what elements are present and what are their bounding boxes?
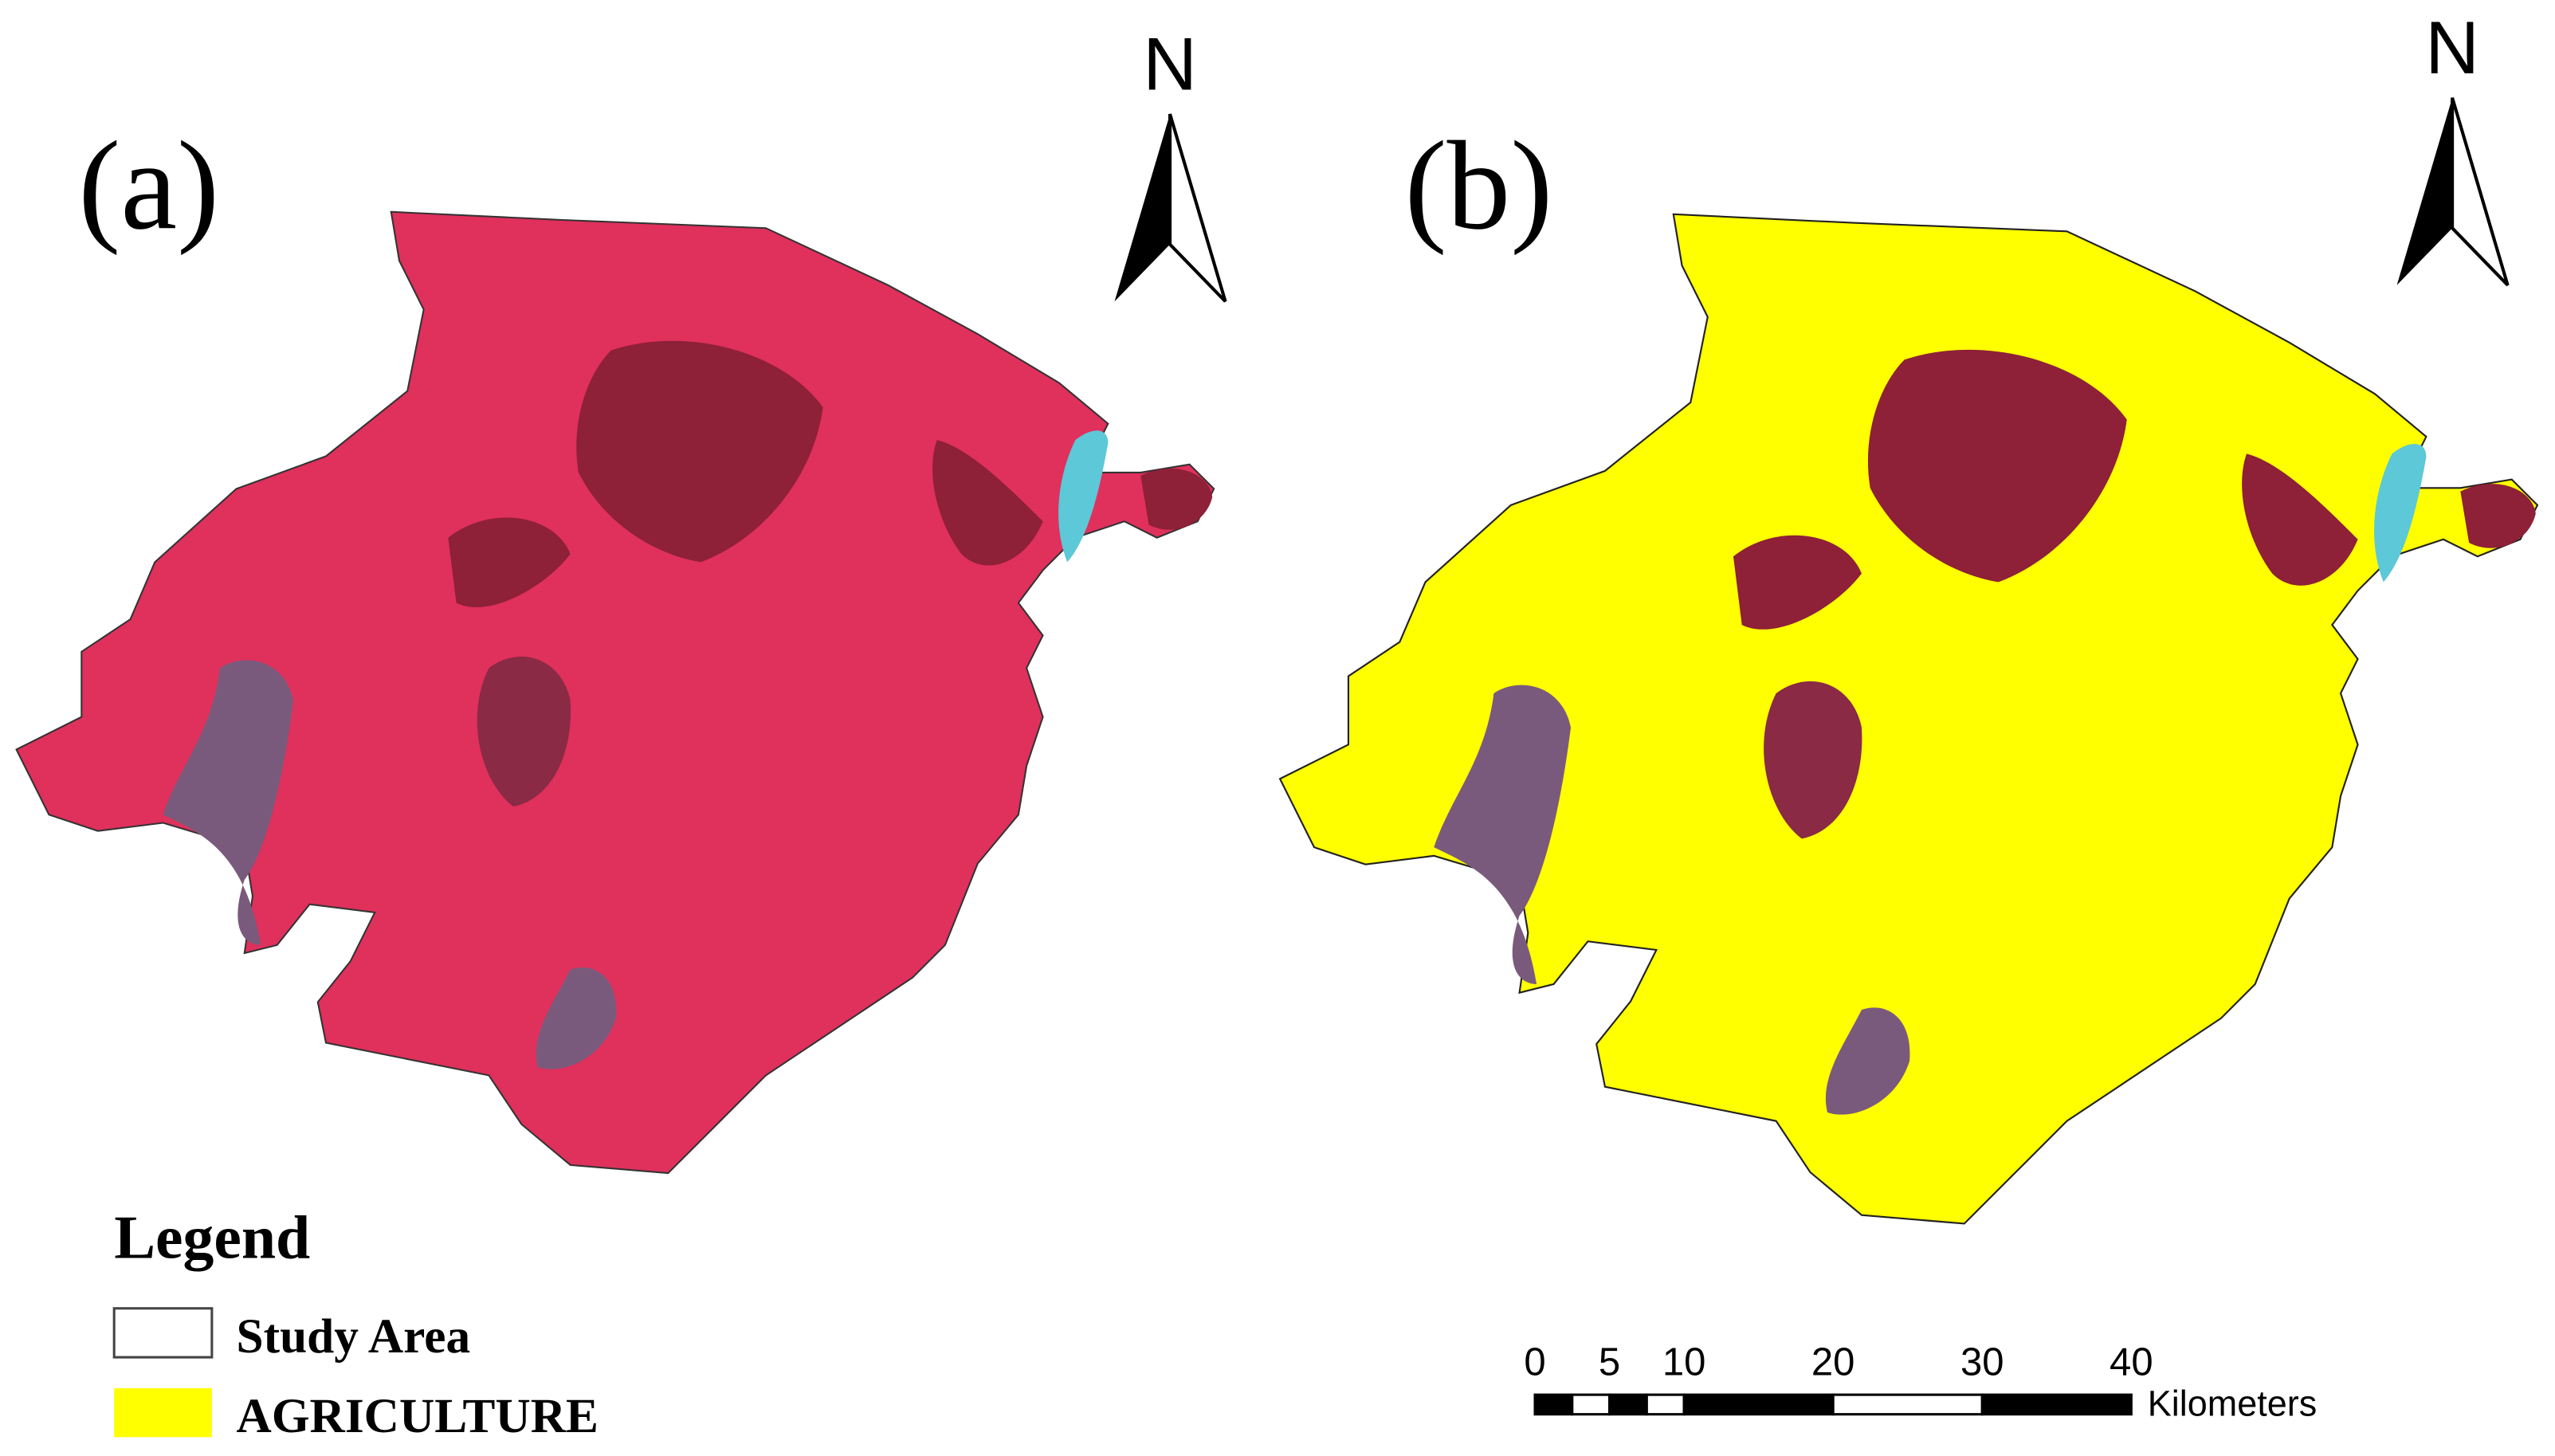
scale-tick-label: 0 xyxy=(1524,1341,1545,1384)
scale-segment xyxy=(1608,1393,1648,1416)
panel-label: (a) xyxy=(78,116,219,256)
scale-segment xyxy=(1831,1393,1984,1416)
north-arrow: N xyxy=(2396,6,2510,287)
scale-tick-label: 10 xyxy=(1662,1341,1706,1384)
scale-segment xyxy=(1571,1393,1611,1416)
scale-segment xyxy=(1682,1393,1835,1416)
legend-label: AGRICULTURE xyxy=(237,1389,599,1443)
north-arrow: N xyxy=(1114,22,1227,303)
legend-title: Legend xyxy=(114,1203,310,1271)
scale-segment xyxy=(1533,1393,1574,1416)
map-b xyxy=(1278,213,2539,1225)
legend-swatch xyxy=(112,1307,214,1359)
scale-tick-label: 5 xyxy=(1599,1341,1620,1384)
north-label: N xyxy=(2425,6,2479,89)
scale-tick-label: 40 xyxy=(2110,1341,2153,1384)
scale-unit: Kilometers xyxy=(2148,1383,2317,1424)
panel-label: (b) xyxy=(1404,116,1552,256)
scale-segment xyxy=(1645,1393,1686,1416)
scale-tick-label: 30 xyxy=(1960,1341,2004,1384)
legend-label: Study Area xyxy=(237,1309,471,1364)
legend-swatch xyxy=(114,1387,212,1438)
north-label: N xyxy=(1143,22,1197,105)
scale-segment xyxy=(1980,1393,2133,1416)
scale-tick-label: 20 xyxy=(1811,1341,1855,1384)
